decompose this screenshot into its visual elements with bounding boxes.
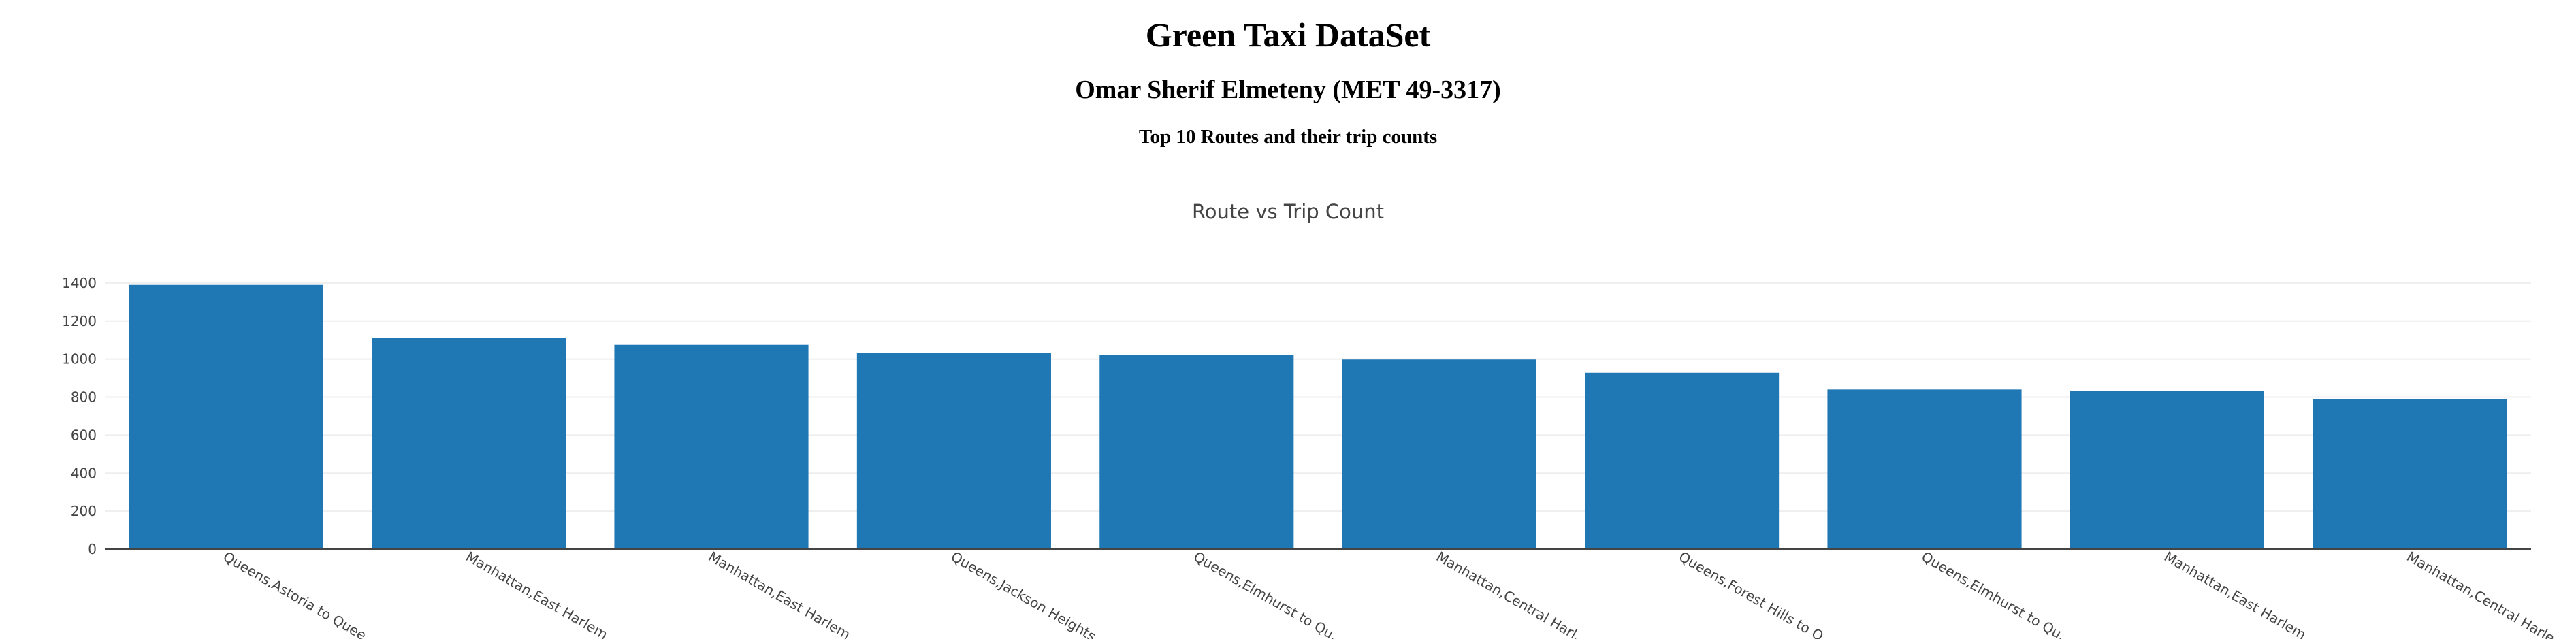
x-tick-label: Queens,Elmhurst to Qu... [1919, 548, 2076, 639]
bar [1099, 355, 1294, 549]
bar [2070, 391, 2264, 549]
x-tick-label: Queens,Elmhurst to Qu... [1191, 548, 1347, 639]
y-tick-label: 1200 [62, 313, 97, 329]
plot: 0 200 400 600 800 1000 1200 1400 Queens,Astoria … [62, 275, 2558, 639]
y-tick-label: 600 [71, 427, 97, 443]
bar [1585, 372, 1780, 549]
bar [614, 344, 809, 549]
x-tick-label: Manhattan,Central Harl... [1434, 548, 1591, 639]
x-tick-label: Manhattan,East Harlem ... [463, 548, 626, 639]
bar [2313, 399, 2507, 549]
y-tick-label: 800 [71, 389, 97, 406]
bar [372, 338, 566, 549]
subtitle: Top 10 Routes and their trip counts [1139, 126, 1437, 148]
bar [1342, 359, 1536, 549]
y-tick-label: 0 [88, 541, 97, 557]
x-tick-label: Queens,Jackson Heights... [948, 548, 1110, 639]
author: Omar Sherif Elmeteny (MET 49-3317) [1075, 76, 1501, 104]
y-tick-label: 400 [71, 465, 97, 481]
x-tick-label: Manhattan,East Harlem ... [2161, 548, 2324, 639]
x-tick-label: Queens,Astoria to Quee [221, 548, 370, 639]
chart-title: Route vs Trip Count [1192, 200, 1384, 223]
bar [1827, 389, 2022, 549]
x-tick-label: Queens,Forest Hills to Q... [1676, 548, 1837, 639]
y-tick-label: 1400 [62, 275, 97, 291]
y-tick-label: 1000 [62, 351, 97, 367]
bar [129, 284, 323, 549]
page-title: Green Taxi DataSet [1146, 16, 1431, 54]
bar [856, 353, 1051, 549]
y-tick-label: 200 [71, 503, 97, 519]
x-tick-label: Manhattan,East Harlem ... [706, 548, 869, 639]
x-tick-label: Manhattan,Central Harle [2404, 548, 2558, 639]
